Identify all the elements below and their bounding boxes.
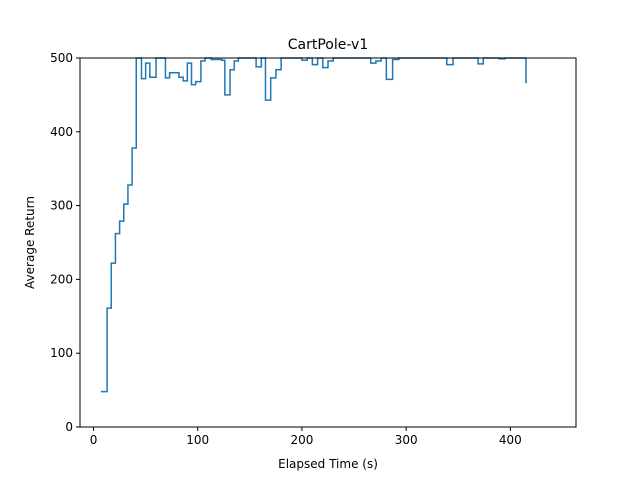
y-tick-label: 200 [50, 272, 73, 286]
y-tick-label: 0 [65, 420, 73, 434]
x-tick-label: 0 [90, 433, 98, 447]
y-tick-label: 100 [50, 346, 73, 360]
axes-frame [79, 57, 577, 428]
x-tick-label: 200 [290, 433, 313, 447]
x-tick-label: 100 [186, 433, 209, 447]
x-axis-label: Elapsed Time (s) [278, 457, 378, 471]
plot-area [100, 57, 528, 393]
y-axis-label: Average Return [23, 196, 37, 289]
x-axis: 0 100 200 300 400 [90, 427, 522, 447]
chart-title: CartPole-v1 [288, 37, 368, 53]
y-axis: 0 100 200 300 400 500 [50, 51, 80, 434]
x-tick-label: 300 [395, 433, 418, 447]
series-line-0 [100, 57, 528, 393]
x-tick-label: 400 [499, 433, 522, 447]
y-tick-label: 400 [50, 125, 73, 139]
y-tick-label: 300 [50, 199, 73, 213]
y-tick-label: 500 [50, 51, 73, 65]
